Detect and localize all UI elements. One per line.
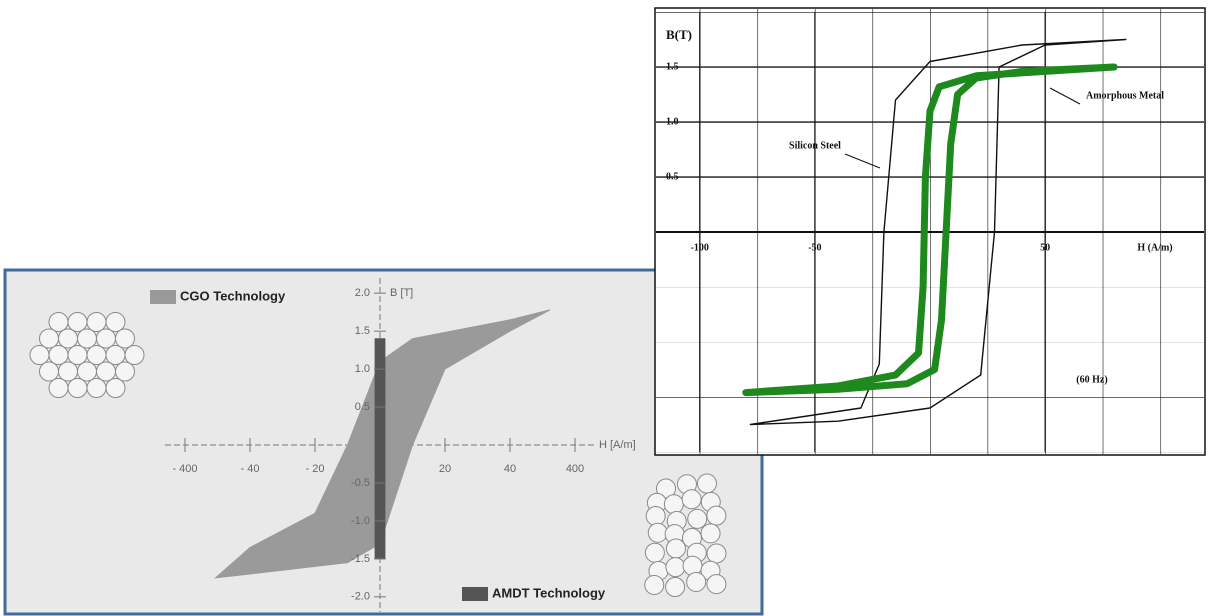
grain-icon: [30, 346, 49, 365]
grain-icon: [666, 539, 685, 558]
grain-icon: [707, 544, 726, 563]
x-tick-label: - 20: [306, 463, 325, 475]
grain-icon: [97, 362, 116, 381]
series-label: Silicon Steel: [789, 140, 841, 151]
x-tick-label: -50: [808, 242, 821, 253]
y-tick-label: -1.0: [351, 515, 370, 527]
grain-icon: [59, 362, 78, 381]
series-label: Amorphous Metal: [1086, 90, 1164, 101]
grain-icon: [68, 313, 87, 332]
x-tick-label: -100: [691, 242, 709, 253]
grain-icon: [49, 379, 68, 398]
grain-icon: [648, 523, 667, 542]
grain-icon: [106, 379, 125, 398]
grain-icon: [59, 329, 78, 348]
y-tick-label: 0.5: [355, 401, 370, 413]
grain-icon: [97, 329, 116, 348]
annotation: (60 Hz): [1076, 374, 1107, 385]
grain-icon: [49, 346, 68, 365]
legend-swatch: [150, 290, 176, 304]
grain-icon: [116, 329, 135, 348]
grain-icon: [683, 556, 702, 575]
y-axis-label: B(T): [666, 27, 692, 42]
legend-label: CGO Technology: [180, 288, 286, 303]
legend-swatch: [462, 587, 488, 601]
grain-icon: [646, 506, 665, 525]
area: [375, 339, 385, 559]
grain-icon: [666, 578, 685, 597]
grain-icon: [682, 490, 701, 509]
y-tick-label: -0.5: [351, 477, 370, 489]
x-tick-label: 50: [1040, 242, 1050, 253]
grain-icon: [106, 313, 125, 332]
y-tick-label: 1.5: [666, 61, 679, 72]
grain-icon: [87, 379, 106, 398]
x-tick-label: 40: [504, 463, 516, 475]
legend-label: AMDT Technology: [492, 585, 606, 600]
x-axis-label: H (A/m): [1137, 242, 1172, 253]
x-tick-label: - 40: [241, 463, 260, 475]
x-axis-label: H [A/m]: [599, 439, 636, 451]
grain-icon: [106, 346, 125, 365]
grain-icon: [707, 506, 726, 525]
grain-icon: [49, 313, 68, 332]
grain-icon: [707, 575, 726, 594]
y-tick-label: -2.0: [351, 591, 370, 603]
y-tick-label: 0.5: [666, 171, 679, 182]
grain-icon: [87, 346, 106, 365]
y-tick-label: -1.5: [351, 553, 370, 565]
grain-icon: [78, 362, 97, 381]
x-tick-label: 20: [439, 463, 451, 475]
grain-icon: [40, 362, 59, 381]
y-axis-label: B [T]: [390, 287, 413, 299]
y-tick-label: 1.5: [355, 325, 370, 337]
grain-icon: [697, 474, 716, 493]
grain-icon: [87, 313, 106, 332]
y-tick-label: 1.0: [666, 116, 679, 127]
cgo-amdt-chart: - 400 - 40 - 20 20 40 400 2.0 1.5 1.0 0.5 -0.5 -1.0…: [5, 270, 762, 614]
grain-icon: [664, 495, 683, 514]
grain-icon: [687, 572, 706, 591]
y-tick-label: 2.0: [355, 287, 370, 299]
page: - 400 - 40 - 20 20 40 400 2.0 1.5 1.0 0.5 -0.5 -1.0…: [0, 0, 1208, 616]
grain-icon: [666, 558, 685, 577]
grain-icon: [701, 524, 720, 543]
grain-icon: [40, 329, 59, 348]
x-tick-label: 400: [566, 463, 584, 475]
hysteresis-chart: -100 -50 50 0.5 1.0 1.5 B(T) H (A/m) (60 Hz) Sili…: [655, 8, 1205, 455]
grain-icon: [645, 543, 664, 562]
grain-icon: [116, 362, 135, 381]
grain-icon: [68, 346, 87, 365]
y-tick-label: 1.0: [355, 363, 370, 375]
grain-icon: [68, 379, 87, 398]
grain-icon: [125, 346, 144, 365]
grain-icon: [645, 575, 664, 594]
x-tick-label: - 400: [172, 463, 197, 475]
grain-icon: [688, 509, 707, 528]
grain-icon: [78, 329, 97, 348]
